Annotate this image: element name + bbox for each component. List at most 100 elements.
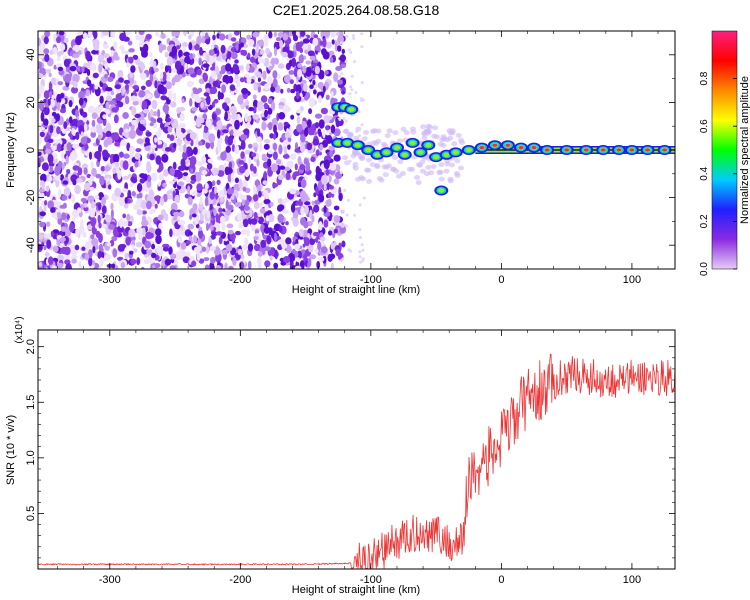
noise-cell <box>303 83 308 92</box>
noise-cell <box>345 224 348 228</box>
noise-cell <box>139 34 145 44</box>
track-halo <box>430 164 437 169</box>
noise-cell <box>117 69 124 79</box>
noise-cell <box>304 127 308 137</box>
noise-cell <box>343 188 347 192</box>
noise-cell <box>177 181 185 187</box>
noise-cell <box>193 235 198 244</box>
x-tick-label: 100 <box>623 574 641 586</box>
noise-cell <box>110 49 114 57</box>
noise-cell <box>44 252 50 257</box>
noise-cell <box>104 214 112 223</box>
noise-cell <box>110 90 114 96</box>
noise-cell <box>51 111 57 117</box>
noise-cell <box>104 73 108 79</box>
noise-cell <box>273 142 277 151</box>
noise-cell <box>86 173 92 179</box>
noise-cell <box>253 184 257 195</box>
noise-cell <box>151 99 158 110</box>
noise-cell <box>55 113 61 122</box>
track-point-core <box>492 143 498 147</box>
x-tick-label: -100 <box>360 574 382 586</box>
noise-cell <box>188 231 193 236</box>
track-point-inner <box>438 188 445 193</box>
noise-cell <box>128 48 135 53</box>
noise-cell <box>103 254 108 262</box>
noise-cell <box>177 235 183 243</box>
noise-cell <box>239 193 243 200</box>
noise-cell <box>165 72 171 82</box>
noise-cell <box>230 172 235 182</box>
noise-cell <box>85 50 91 61</box>
noise-cell <box>184 62 188 70</box>
noise-cell <box>168 246 173 256</box>
noise-cell <box>179 210 185 218</box>
noise-cell <box>75 35 82 46</box>
noise-cell <box>123 79 130 84</box>
noise-cell <box>203 127 208 134</box>
noise-cell <box>57 66 64 72</box>
noise-cell <box>298 228 304 237</box>
track-halo <box>447 135 454 141</box>
noise-cell <box>38 84 45 94</box>
noise-cell <box>304 67 312 77</box>
noise-cell <box>277 122 284 131</box>
noise-cell <box>354 91 358 94</box>
noise-cell <box>45 148 52 154</box>
noise-cell <box>152 111 158 117</box>
noise-cell <box>82 231 87 238</box>
noise-cell <box>340 41 344 45</box>
noise-cell <box>329 185 334 190</box>
track-halo <box>424 171 430 177</box>
snr-y-ticks: 0.5 1.0 1.5 2.0 <box>25 339 675 559</box>
noise-cell <box>45 68 52 74</box>
noise-cell <box>300 206 305 216</box>
noise-cell <box>268 65 273 71</box>
noise-cell <box>349 249 353 253</box>
noise-cell <box>287 144 291 150</box>
noise-cell <box>238 222 244 229</box>
noise-cell <box>128 129 136 140</box>
noise-cell <box>146 163 152 173</box>
noise-cell <box>273 262 279 269</box>
noise-cell <box>307 262 312 267</box>
noise-cell <box>189 53 193 60</box>
noise-cell <box>349 50 353 54</box>
noise-cell <box>199 31 206 38</box>
noise-cell <box>179 113 185 122</box>
track-point-core <box>616 148 622 152</box>
track-halo <box>438 176 445 182</box>
x-tick-label: -300 <box>99 274 121 286</box>
noise-cell <box>340 72 344 76</box>
noise-cell <box>38 37 41 46</box>
noise-cell <box>181 98 185 104</box>
noise-cell <box>271 117 278 128</box>
noise-cell <box>102 43 109 49</box>
track-halo <box>363 129 369 135</box>
noise-cell <box>95 173 102 179</box>
noise-cell <box>132 100 139 106</box>
noise-cell <box>84 151 91 157</box>
noise-cell <box>88 249 93 259</box>
noise-cell <box>152 60 157 70</box>
noise-cell <box>238 178 243 187</box>
track-point-core <box>564 148 570 152</box>
noise-cell <box>187 185 191 195</box>
noise-cell <box>225 63 232 72</box>
noise-cell <box>50 94 57 99</box>
noise-cell <box>171 37 178 42</box>
noise-cell <box>84 122 88 132</box>
noise-cell <box>211 180 216 187</box>
noise-cell <box>345 34 349 38</box>
track-halo <box>410 129 417 135</box>
noise-cell <box>105 101 110 111</box>
noise-cell <box>338 118 342 121</box>
noise-cell <box>75 228 80 237</box>
noise-cell <box>282 104 289 114</box>
noise-cell <box>123 36 130 42</box>
noise-cell <box>340 209 345 214</box>
snr-plot-area <box>38 330 675 569</box>
noise-cell <box>187 67 195 75</box>
noise-cell <box>350 74 354 78</box>
noise-cell <box>49 98 56 108</box>
